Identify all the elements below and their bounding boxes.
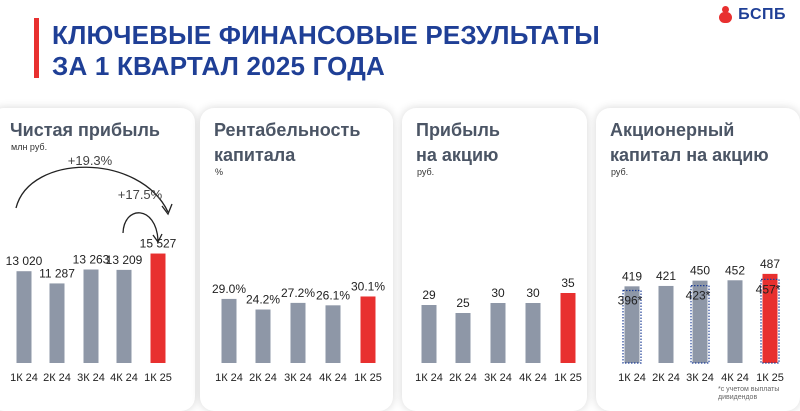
logo-icon xyxy=(718,6,733,24)
bar-2К-24 xyxy=(49,283,65,363)
logo-text: БСПБ xyxy=(738,6,786,23)
x-tick-label: 1К 25 xyxy=(554,372,582,384)
value-label: 11 287 xyxy=(39,266,75,280)
bar-4К-24 xyxy=(116,269,132,363)
x-tick-label: 4К 24 xyxy=(110,372,138,384)
value-label: 35 xyxy=(561,276,575,290)
x-tick-label: 4К 24 xyxy=(519,372,547,384)
eps-title: Прибыль на акцию xyxy=(416,120,500,165)
eps-unit: руб. xyxy=(417,167,435,177)
eps-panel: Прибыль на акцию руб. 29 1К 24 25 2К 24 30 3К… xyxy=(402,108,587,411)
x-tick-label: 3К 24 xyxy=(686,372,714,384)
value-label: 26.1% xyxy=(316,288,350,302)
growth-arrowhead-long xyxy=(161,203,173,216)
after-dividend-outline xyxy=(760,278,780,364)
x-tick-label: 1К 25 xyxy=(354,372,382,384)
net-profit-unit: млн руб. xyxy=(11,142,48,152)
value-label: 29 xyxy=(422,288,436,302)
bar-1К-24 xyxy=(221,298,237,363)
value-label: 15 527 xyxy=(140,237,177,251)
value-label: 30 xyxy=(526,286,540,300)
bar-1К-24 xyxy=(421,305,437,363)
x-tick-label: 1К 24 xyxy=(10,372,38,384)
roe-unit: % xyxy=(215,167,224,177)
growth-label-yoy: +19.3% xyxy=(68,153,113,168)
net-profit-title: Чистая прибыль xyxy=(10,120,160,140)
eps-chart: 29 1К 24 25 2К 24 30 3К 24 30 4К 24 35 1К 25 xyxy=(415,276,582,384)
growth-arrowhead-short xyxy=(152,233,163,244)
bar-2К-24 xyxy=(455,313,471,363)
page-title-line-2: ЗА 1 КВАРТАЛ 2025 ГОДА xyxy=(52,51,385,81)
x-tick-label: 1К 24 xyxy=(415,372,443,384)
roe-title: Рентабельность капитала xyxy=(214,120,361,165)
value-label: 421 xyxy=(656,269,676,283)
x-tick-label: 3К 24 xyxy=(284,372,312,384)
net-profit-chart: 13 020 1К 24 11 287 2К 24 13 263 3К 24 13 209 4… xyxy=(6,153,177,384)
value-label: 24.2% xyxy=(246,293,280,307)
x-tick-label: 2К 24 xyxy=(449,372,477,384)
value-label: 29.0% xyxy=(212,282,246,296)
value-label: 13 020 xyxy=(6,254,43,268)
x-tick-label: 3К 24 xyxy=(77,372,105,384)
x-tick-label: 1К 25 xyxy=(756,372,784,384)
bar-3К-24 xyxy=(692,280,708,363)
growth-arrow-long xyxy=(15,166,169,213)
x-tick-label: 1К 24 xyxy=(215,372,243,384)
bvps-chart: 419 1К 24 396* 421 2К 24 450 3К 24 423* 452 4К 24… xyxy=(618,257,784,384)
value-label: 13 209 xyxy=(106,253,143,267)
value-label: 419 xyxy=(622,269,642,283)
bar-1К-25 xyxy=(150,253,166,363)
bar-3К-24 xyxy=(290,302,306,363)
after-dividend-label: 423* xyxy=(686,289,711,303)
x-tick-label: 4К 24 xyxy=(319,372,347,384)
bar-1К-25 xyxy=(360,296,376,363)
bar-4К-24 xyxy=(727,280,743,363)
bvps-unit: руб. xyxy=(611,167,629,177)
bar-3К-24 xyxy=(83,269,99,363)
bar-1К-24 xyxy=(624,286,640,363)
bar-4К-24 xyxy=(325,305,341,363)
bvps-panel: Акционерный капитал на акцию руб. 419 1К … xyxy=(596,108,800,411)
roe-panel: Рентабельность капитала % 29.0% 1К 24 24.2… xyxy=(200,108,393,411)
value-label: 13 263 xyxy=(73,252,110,266)
value-label: 25 xyxy=(456,296,470,310)
value-label: 30.1% xyxy=(351,279,385,293)
bar-3К-24 xyxy=(490,303,506,363)
value-label: 487 xyxy=(760,257,780,271)
page-title-line-1: КЛЮЧЕВЫЕ ФИНАНСОВЫЕ РЕЗУЛЬТАТЫ xyxy=(52,20,600,50)
x-tick-label: 1К 25 xyxy=(144,372,172,384)
value-label: 30 xyxy=(491,286,505,300)
growth-label-qoq: +17.5% xyxy=(118,187,163,202)
bar-2К-24 xyxy=(658,285,674,363)
title-accent-bar xyxy=(34,18,39,78)
dividend-footnote: *с учетом выплаты дивидендов xyxy=(718,386,780,401)
net-profit-panel: Чистая прибыль млн руб. 13 020 1К 24 11 28… xyxy=(0,108,195,411)
growth-arrow-short xyxy=(122,212,159,241)
bar-1К-24 xyxy=(16,271,32,363)
x-tick-label: 3К 24 xyxy=(484,372,512,384)
x-tick-label: 2К 24 xyxy=(652,372,680,384)
x-tick-label: 2К 24 xyxy=(249,372,277,384)
x-tick-label: 4К 24 xyxy=(721,372,749,384)
page-title: КЛЮЧЕВЫЕ ФИНАНСОВЫЕ РЕЗУЛЬТАТЫ ЗА 1 КВАР… xyxy=(52,20,600,82)
after-dividend-outline xyxy=(622,289,642,364)
after-dividend-outline xyxy=(690,284,710,364)
bar-1К-25 xyxy=(560,293,576,363)
bvps-title: Акционерный капитал на акцию xyxy=(610,120,769,165)
bar-1К-25 xyxy=(762,273,778,363)
bar-4К-24 xyxy=(525,303,541,363)
bar-2К-24 xyxy=(255,309,271,363)
x-tick-label: 2К 24 xyxy=(43,372,71,384)
value-label: 27.2% xyxy=(281,286,315,300)
roe-chart: 29.0% 1К 24 24.2% 2К 24 27.2% 3К 24 26.1% 4К 24… xyxy=(212,279,385,384)
bank-logo: БСПБ xyxy=(718,6,786,24)
after-dividend-label: 396* xyxy=(618,294,643,308)
value-label: 452 xyxy=(725,263,745,277)
after-dividend-label: 457* xyxy=(756,282,781,296)
value-label: 450 xyxy=(690,264,710,278)
x-tick-label: 1К 24 xyxy=(618,372,646,384)
